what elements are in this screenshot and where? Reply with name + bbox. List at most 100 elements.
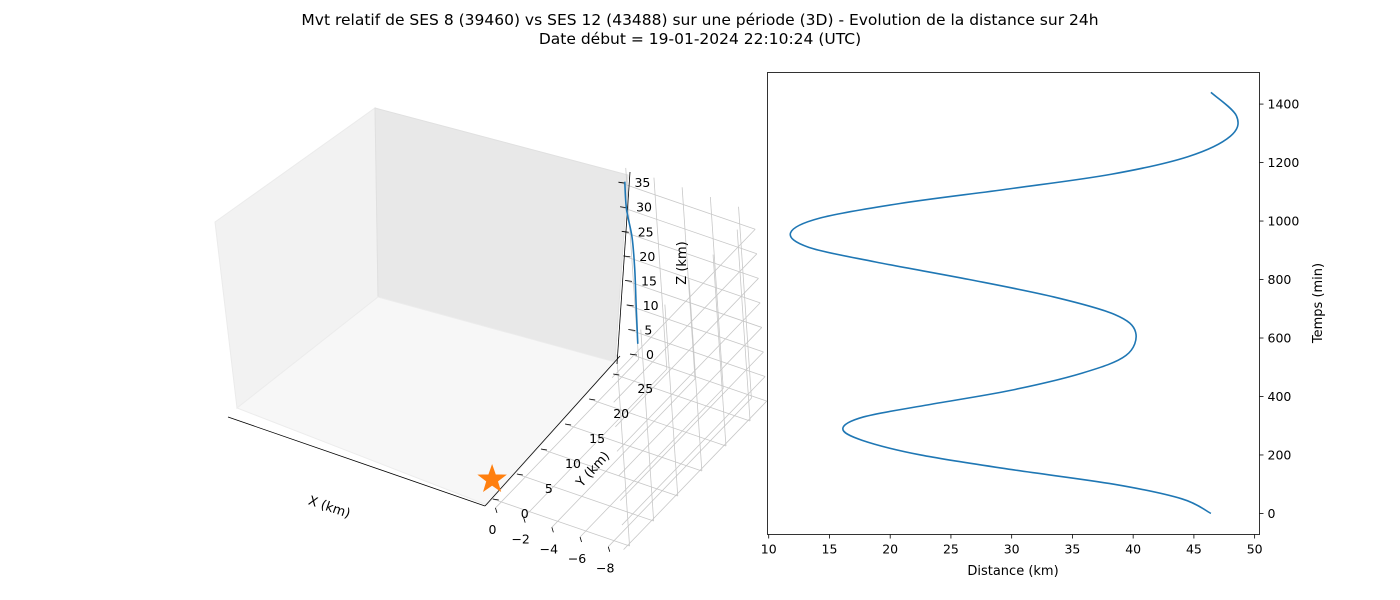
origin-star-marker bbox=[477, 463, 507, 493]
grid-line-y bbox=[664, 304, 679, 497]
grid-line-z bbox=[621, 230, 759, 279]
figure-title-line1: Mvt relatif de SES 8 (39460) vs SES 12 (… bbox=[301, 11, 1099, 29]
grid-line-y bbox=[688, 279, 703, 472]
y-tick-label: 15 bbox=[589, 431, 605, 446]
time-tick-label: 1200 bbox=[1268, 155, 1300, 170]
grid-line-x bbox=[653, 177, 668, 370]
z-tick-mark bbox=[621, 230, 629, 233]
distance-tick-label: 15 bbox=[822, 542, 838, 557]
grid-line-z bbox=[618, 181, 756, 230]
series-3d bbox=[477, 181, 639, 493]
z-tick-mark bbox=[624, 279, 633, 282]
z-tick-label: 0 bbox=[646, 347, 654, 362]
plot-2d-frame bbox=[767, 72, 1260, 535]
plot-2d-axes: 10 15 20 25 30 35 40 45 50 0 200 400 600 800 1000 1200 1… bbox=[761, 72, 1326, 579]
y-tick-label: 25 bbox=[637, 381, 653, 396]
grid-line-y bbox=[540, 448, 678, 497]
distance-tick-label: 25 bbox=[943, 542, 959, 557]
y-tick-mark bbox=[613, 373, 620, 376]
z-tick-label: 35 bbox=[634, 175, 650, 190]
x-tick-mark bbox=[523, 517, 526, 523]
y-tick-mark bbox=[516, 473, 523, 476]
y-tick-mark bbox=[492, 498, 499, 501]
x-tick-label: 0 bbox=[488, 522, 496, 537]
time-tick-label: 800 bbox=[1268, 272, 1292, 287]
grid-line-x bbox=[709, 196, 724, 389]
z-tick-mark bbox=[626, 304, 634, 307]
ticks-3d: −8 −6 −4 −2 0 0 5 10 15 20 25 0 5 10 15 20 25 30 35 bbox=[488, 175, 658, 576]
grid-line-z bbox=[621, 376, 766, 526]
grid-line-z bbox=[620, 351, 764, 501]
distance-axis-label: Distance (km) bbox=[967, 564, 1058, 579]
time-tick-label: 400 bbox=[1268, 389, 1292, 404]
grid-line-y bbox=[589, 398, 727, 447]
x-axis-label: X (km) bbox=[306, 494, 352, 522]
grid-line-y bbox=[712, 254, 727, 447]
grid-line-z bbox=[626, 304, 764, 353]
time-tick-label: 0 bbox=[1268, 506, 1276, 521]
y-tick-label: 5 bbox=[545, 481, 553, 496]
grid-line-y bbox=[640, 329, 655, 522]
x-tick-mark bbox=[579, 536, 582, 543]
z-tick-label: 15 bbox=[641, 273, 657, 288]
z-tick-label: 10 bbox=[643, 298, 659, 313]
y-tick-label: 0 bbox=[521, 506, 529, 521]
figure-title-line2: Date début = 19-01-2024 22:10:24 (UTC) bbox=[538, 30, 862, 48]
x-tick-label: −8 bbox=[596, 561, 614, 576]
plot-3d-axes: −8 −6 −4 −2 0 0 5 10 15 20 25 0 5 10 15 20 25 30 35 X (km)… bbox=[214, 107, 768, 576]
y-tick-mark bbox=[589, 398, 596, 401]
distance-time-line bbox=[789, 91, 1239, 515]
time-tick-label: 1400 bbox=[1268, 97, 1300, 112]
grid-line-x bbox=[607, 397, 752, 547]
grid-3d bbox=[492, 167, 768, 550]
grid-line-x bbox=[495, 359, 639, 509]
grid-line-z bbox=[613, 253, 758, 403]
grid-line-z bbox=[615, 278, 759, 428]
z-tick-label: 20 bbox=[639, 249, 655, 264]
x-tick-mark bbox=[607, 546, 611, 552]
grid-line-z bbox=[616, 302, 761, 452]
distance-tick-label: 45 bbox=[1186, 542, 1202, 557]
distance-tick-label: 10 bbox=[761, 542, 777, 557]
grid-line-x bbox=[579, 388, 724, 538]
grid-line-y bbox=[613, 373, 751, 422]
distance-tick-label: 40 bbox=[1125, 542, 1141, 557]
distance-tick-label: 30 bbox=[1004, 542, 1020, 557]
grid-line-z bbox=[618, 327, 763, 477]
grid-line-z bbox=[624, 280, 762, 328]
time-tick-label: 200 bbox=[1268, 447, 1292, 462]
distance-tick-label: 50 bbox=[1247, 542, 1263, 557]
grid-line-z bbox=[623, 400, 768, 550]
y-tick-label: 10 bbox=[565, 456, 581, 471]
z-tick-mark bbox=[629, 353, 638, 356]
y-tick-label: 20 bbox=[613, 406, 629, 421]
z-axis-label: Z (km) bbox=[675, 241, 690, 284]
distance-tick-label: 35 bbox=[1064, 542, 1080, 557]
grid-line-y bbox=[516, 473, 654, 522]
z-tick-mark bbox=[623, 255, 631, 258]
x-tick-label: −4 bbox=[540, 541, 558, 556]
z-tick-label: 30 bbox=[636, 200, 652, 215]
z-tick-label: 5 bbox=[644, 322, 652, 337]
x-tick-label: −6 bbox=[568, 551, 586, 566]
y-tick-mark bbox=[540, 448, 548, 451]
grid-line-z bbox=[611, 228, 756, 379]
x-tick-label: −2 bbox=[511, 532, 529, 547]
grid-line-y bbox=[616, 354, 630, 547]
x-tick-mark bbox=[551, 527, 554, 533]
grid-line-y bbox=[564, 423, 702, 472]
distance-tick-label: 20 bbox=[882, 542, 898, 557]
x-axis-line bbox=[227, 416, 486, 507]
z-tick-label: 25 bbox=[638, 224, 654, 239]
grid-line-z bbox=[619, 206, 757, 255]
ticks-2d: 10 15 20 25 30 35 40 45 50 0 200 400 600 800 1000 1200 1… bbox=[761, 97, 1300, 557]
z-axis-line bbox=[616, 171, 631, 365]
grid-line-x bbox=[523, 368, 668, 518]
series-2d bbox=[789, 91, 1239, 515]
time-tick-label: 1000 bbox=[1268, 214, 1300, 229]
grid-line-y bbox=[492, 498, 630, 547]
grid-line-y bbox=[736, 229, 751, 422]
z-tick-mark bbox=[628, 329, 636, 331]
time-axis-label: Temps (min) bbox=[1311, 263, 1326, 344]
